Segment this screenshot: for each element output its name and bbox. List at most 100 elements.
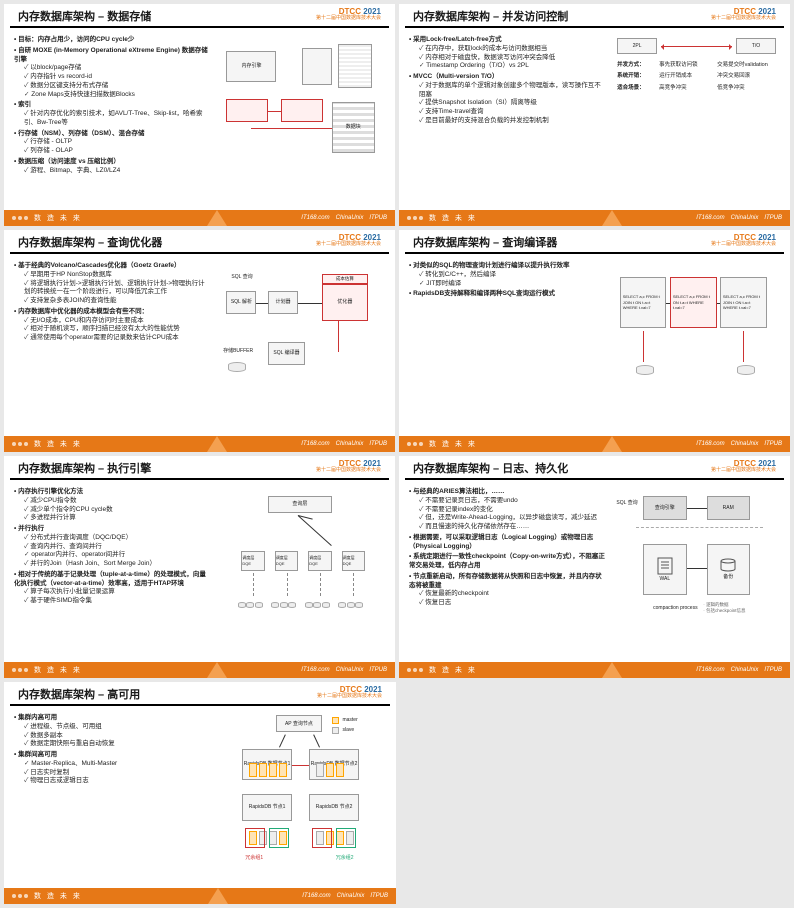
bullet-list: 对类似的SQL的物理查询计划进行编译以提升执行效率转化到C/C++，然后编译JI… — [409, 262, 605, 299]
slide-header: 内存数据库架构 – 执行引擎 DTCC 2021 第十二届中国数据库技术大会 — [10, 456, 389, 480]
slide-header: 内存数据库架构 – 查询编译器 DTCC 2021 第十二届中国数据库技术大会 — [405, 230, 784, 254]
slide: 内存数据库架构 – 数据存储 DTCC 2021 第十二届中国数据库技术大会 目… — [4, 4, 395, 226]
content-column: 内存执行引擎优化方法减少CPU指令数减少单个指令的CPU cycle数多进程并行… — [14, 486, 210, 656]
slide-footer: 数 造 未 来 IT168.comChinaUnixITPUB — [4, 210, 395, 226]
bullet-l0: 目标：内存占用少，访问的CPU cycle少 — [14, 36, 210, 45]
slide-body: 内存执行引擎优化方法减少CPU指令数减少单个指令的CPU cycle数多进程并行… — [4, 480, 395, 662]
sponsor: ChinaUnix — [731, 441, 759, 447]
bullet-l1: 基于硬件SIMD指令集 — [24, 597, 210, 606]
diagram-column: SQL 查询 查询引擎 RAM WAL 备份 compaction proces… — [613, 486, 780, 656]
slide: 内存数据库架构 – 日志、持久化 DTCC 2021 第十二届中国数据库技术大会… — [399, 456, 790, 678]
sponsor: ITPUB — [369, 215, 387, 221]
content-column: 基于经典的Volcano/Cascades优化器（Goetz Graefe）早期… — [14, 260, 210, 430]
bullet-list: 基于经典的Volcano/Cascades优化器（Goetz Graefe）早期… — [14, 262, 210, 343]
bullet-l1: 物理日志或逻辑日志 — [24, 777, 211, 786]
slide-header: 内存数据库架构 – 日志、持久化 DTCC 2021 第十二届中国数据库技术大会 — [405, 456, 784, 480]
bullet-l1: 对于数据库的单个逻辑对象创建多个物理版本，读写操作互不阻塞 — [419, 82, 605, 100]
bullet-l1: 数据定期快照与重启自动恢复 — [24, 740, 211, 749]
slide-title: 内存数据库架构 – 并发访问控制 — [413, 8, 568, 24]
logo: DTCC 2021 第十二届中国数据库技术大会 — [317, 686, 382, 699]
bullet-list: 集群内高可用进程级、节点级、可用组数据多副本数据定期快照与重启自动恢复集群间高可… — [14, 714, 211, 786]
bullet-l0: 基于经典的Volcano/Cascades优化器（Goetz Graefe） — [14, 262, 210, 271]
logo: DTCC 2021 第十二届中国数据库技术大会 — [316, 8, 381, 21]
bullet-l1: 多进程并行计算 — [24, 514, 210, 523]
content-column: 对类似的SQL的物理查询计划进行编译以提升执行效率转化到C/C++，然后编译JI… — [409, 260, 605, 430]
slide-footer: 数 造 未 来 IT168.comChinaUnixITPUB — [4, 436, 395, 452]
bullet-l0: 集群间高可用 — [14, 751, 211, 760]
bullet-l1: 游程、Bitmap、字典、LZ0/LZ4 — [24, 167, 210, 176]
bullet-l1: Zone Maps支持快速扫描数据Blocks — [24, 91, 210, 100]
diagram-column: AP 查询节点 master slave RapidsDB 数据节点1 Rapi… — [219, 712, 386, 882]
slide: 内存数据库架构 – 查询编译器 DTCC 2021 第十二届中国数据库技术大会 … — [399, 230, 790, 452]
sponsor: IT168.com — [302, 893, 330, 899]
bullet-l1: 提供Snapshot Isolation（SI）隔离等级 — [419, 99, 605, 108]
bullet-l0: 集群内高可用 — [14, 714, 211, 723]
slide-title: 内存数据库架构 – 数据存储 — [18, 8, 151, 24]
bullet-l1: 将逻辑执行计划->逻辑执行计划、逻辑执行计划->物理执行计划的转换统一在一个阶段… — [24, 280, 210, 298]
slide-body: 目标：内存占用少，访问的CPU cycle少自研 MOXE (in-Memory… — [4, 28, 395, 210]
bullet-l1: 分布式并行查询调度（DQC/DQE） — [24, 534, 210, 543]
bullet-l1: 算子每次执行小批量记录运算 — [24, 588, 210, 597]
logo: DTCC 2021 第十二届中国数据库技术大会 — [711, 234, 776, 247]
optimizer-diagram: SQL 查询 SQL 解析 计划器 优化器 SQL 编译器 成本估算 存储BUF… — [218, 260, 385, 430]
diagram-column: 查询层 调度层 DQE调度层 DQE调度层 DQE调度层 DQE — [218, 486, 385, 656]
slide-header: 内存数据库架构 – 数据存储 DTCC 2021 第十二届中国数据库技术大会 — [10, 4, 389, 28]
sponsor: IT168.com — [301, 667, 329, 673]
slide-footer: 数 造 未 来 IT168.comChinaUnixITPUB — [399, 436, 790, 452]
exec-diagram: 查询层 调度层 DQE调度层 DQE调度层 DQE调度层 DQE — [218, 486, 385, 656]
sponsor: IT168.com — [696, 215, 724, 221]
footer-slogan: 数 造 未 来 — [429, 213, 477, 223]
ha-diagram: AP 查询节点 master slave RapidsDB 数据节点1 Rapi… — [219, 712, 386, 882]
sponsor: IT168.com — [301, 215, 329, 221]
content-column: 采用Lock-free/Latch-free方式在内存中，获取lock的成本与访… — [409, 34, 605, 204]
sponsor: ITPUB — [370, 893, 388, 899]
logo: DTCC 2021 第十二届中国数据库技术大会 — [316, 460, 381, 473]
bullet-l1: 早期用于HP NonStop数据库 — [24, 271, 210, 280]
bullet-list: 采用Lock-free/Latch-free方式在内存中，获取lock的成本与访… — [409, 36, 605, 126]
mvcc-diagram: 2PL T/O 并发方式： 事先获取访问锁 交易提交时validation 系统… — [613, 34, 780, 204]
slide-title: 内存数据库架构 – 日志、持久化 — [413, 460, 568, 476]
bullet-l0: RapidsDB支持解释和编译两种SQL查询运行模式 — [409, 290, 605, 299]
slide-header: 内存数据库架构 – 并发访问控制 DTCC 2021 第十二届中国数据库技术大会 — [405, 4, 784, 28]
sponsor: ITPUB — [764, 215, 782, 221]
content-column: 与经典的ARIES算法相比，……不需要记录页日志，不需要undo不需要记录ind… — [409, 486, 605, 656]
sponsor: ChinaUnix — [337, 893, 365, 899]
bullet-l0: 节点重新启动，所有存储数据将从快照和日志中恢复，并且内存状态将被重建 — [409, 573, 605, 591]
bullet-l1: 不需要记录index的变化 — [419, 506, 605, 515]
slide-footer: 数 造 未 来 IT168.comChinaUnixITPUB — [399, 210, 790, 226]
bullet-l1: 转化到C/C++，然后编译 — [419, 271, 605, 280]
slide-body: 与经典的ARIES算法相比，……不需要记录页日志，不需要undo不需要记录ind… — [399, 480, 790, 662]
sponsor: ChinaUnix — [336, 441, 364, 447]
slide: 内存数据库架构 – 执行引擎 DTCC 2021 第十二届中国数据库技术大会 内… — [4, 456, 395, 678]
bullet-l1: 减少CPU指令数 — [24, 497, 210, 506]
bullet-l0: 相对于传统的基于记录处理（tuple-at-a-time）的处理模式，向量化执行… — [14, 571, 210, 589]
sponsor: ChinaUnix — [336, 215, 364, 221]
bullet-l1: 支持复杂多表JOIN的查询性能 — [24, 297, 210, 306]
bullet-l1: 行存储 - OLTP — [24, 138, 210, 147]
footer-slogan: 数 造 未 来 — [34, 891, 82, 901]
bullet-l1: 但，还是Write-Ahead-Logging，以异步磁盘读写，减少延迟 — [419, 514, 605, 523]
bullet-l1: JIT即时编译 — [419, 280, 605, 289]
bullet-l1: 支持Time-travel查询 — [419, 108, 605, 117]
bullet-list: 内存执行引擎优化方法减少CPU指令数减少单个指令的CPU cycle数多进程并行… — [14, 488, 210, 606]
diagram-column: 内存引擎 数据块 — [218, 34, 385, 204]
sponsor: ITPUB — [369, 441, 387, 447]
bullet-l1: 相对于随机读写，顺序扫描已经没有太大的性能优势 — [24, 325, 210, 334]
bullet-l1: 内存相对于磁盘快，数据读写访问冲突会降低 — [419, 54, 605, 63]
slide-footer: 数 造 未 来 IT168.comChinaUnixITPUB — [4, 662, 395, 678]
bullet-l0: 数据压缩（访问速度 vs 压缩比例） — [14, 158, 210, 167]
bullet-l0: 内存执行引擎优化方法 — [14, 488, 210, 497]
bullet-l1: 恢复最新的checkpoint — [419, 590, 605, 599]
footer-slogan: 数 造 未 来 — [34, 665, 82, 675]
compiler-diagram: SELECT a,c FROM t JOIN t ON t.a=t WHERE … — [613, 260, 780, 430]
diagram-column: SQL 查询 SQL 解析 计划器 优化器 SQL 编译器 成本估算 存储BUF… — [218, 260, 385, 430]
bullet-l1: Master-Replica、Multi-Master — [24, 760, 211, 769]
bullet-l1: 不需要记录页日志，不需要undo — [419, 497, 605, 506]
bullet-l1: 在内存中，获取lock的成本与访问数据相当 — [419, 45, 605, 54]
bullet-l1: 减少单个指令的CPU cycle数 — [24, 506, 210, 515]
bullet-l0: 根据需要，可以采取逻辑日志（Logical Logging）或物理日志（Phys… — [409, 534, 605, 552]
bullet-l0: 自研 MOXE (in-Memory Operational eXtreme E… — [14, 47, 210, 65]
slide-body: 对类似的SQL的物理查询计划进行编译以提升执行效率转化到C/C++，然后编译JI… — [399, 254, 790, 436]
content-column: 目标：内存占用少，访问的CPU cycle少自研 MOXE (in-Memory… — [14, 34, 210, 204]
bullet-l1: 列存储 - OLAP — [24, 147, 210, 156]
